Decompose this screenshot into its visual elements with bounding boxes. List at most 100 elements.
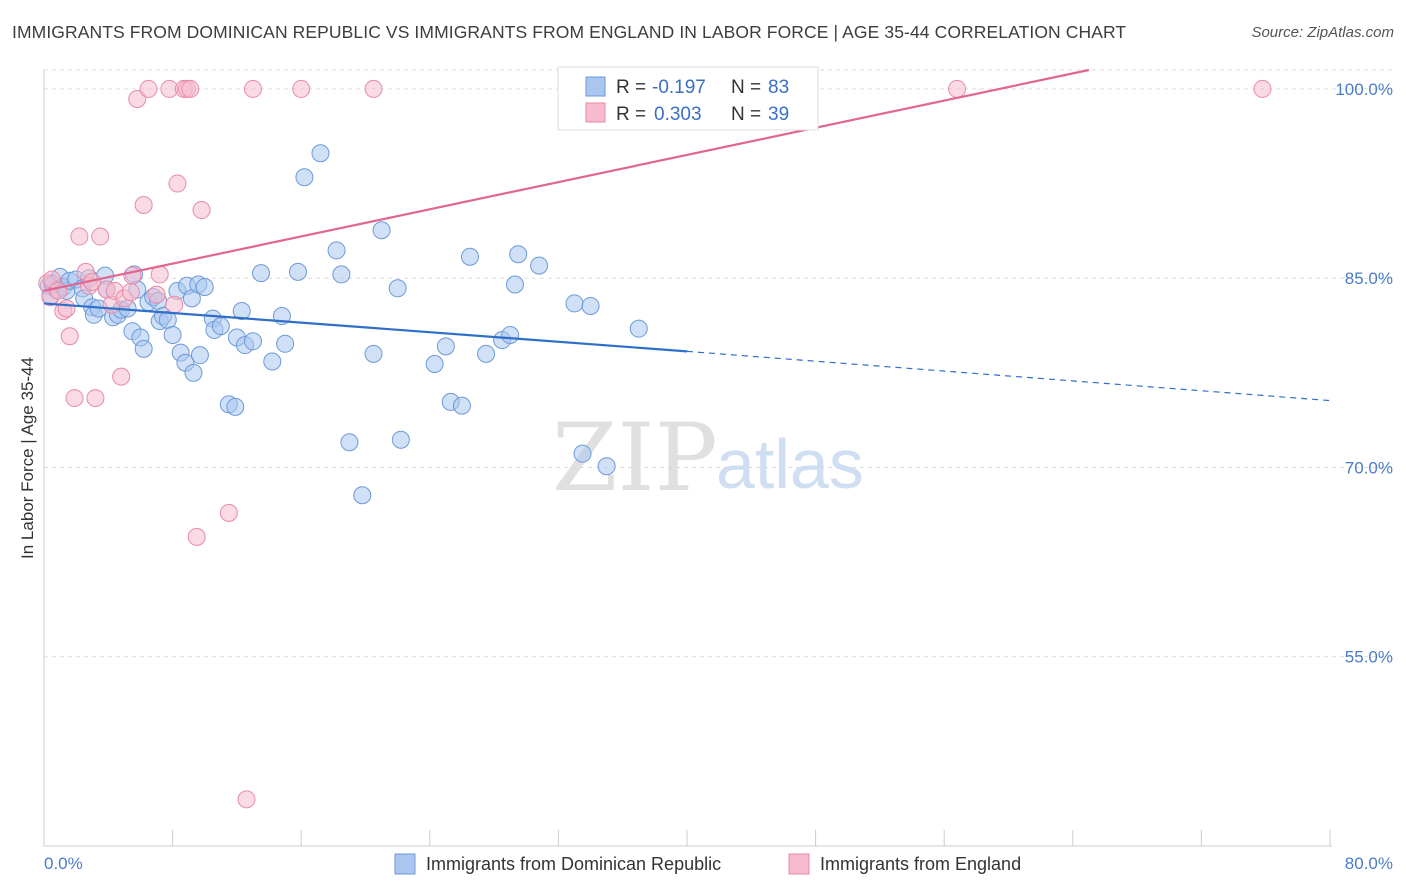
data-point-dominican-republic: [134, 339, 153, 358]
y-tick-label: 70.0%: [1345, 458, 1393, 477]
data-point-dominican-republic: [288, 262, 307, 281]
axes: [43, 70, 1332, 847]
x-tick-label-min: 0.0%: [44, 854, 83, 873]
data-point-england: [147, 285, 166, 304]
data-point-england: [292, 79, 311, 98]
data-point-dominican-republic: [340, 433, 359, 452]
data-point-dominican-republic: [311, 144, 330, 163]
data-point-dominican-republic: [581, 296, 600, 315]
data-point-dominican-republic: [509, 245, 528, 264]
data-point-dominican-republic: [388, 279, 407, 298]
x-tick-labels: 0.0% 80.0%: [44, 854, 1393, 873]
data-point-dominican-republic: [353, 486, 372, 505]
data-point-dominican-republic: [263, 352, 282, 371]
data-point-dominican-republic: [565, 294, 584, 313]
legend-swatch-pink: [585, 102, 606, 123]
series-england: [38, 79, 1272, 809]
watermark-atlas: atlas: [716, 425, 864, 503]
data-point-england: [60, 327, 79, 346]
y-axis-title: In Labor Force | Age 35-44: [18, 357, 37, 559]
chart-title: IMMIGRANTS FROM DOMINICAN REPUBLIC VS IM…: [12, 22, 1127, 42]
data-point-england: [57, 299, 76, 318]
data-point-dominican-republic: [452, 396, 471, 415]
data-point-england: [165, 295, 184, 314]
data-point-england: [181, 79, 200, 98]
data-point-dominican-republic: [425, 354, 444, 373]
legend-swatch-blue: [585, 76, 606, 97]
data-point-dominican-republic: [243, 332, 262, 351]
chart-source: Source: ZipAtlas.com: [1251, 24, 1394, 41]
data-point-england: [49, 281, 68, 300]
data-point-england: [948, 79, 967, 98]
bottom-legend-label-pink: Immigrants from England: [820, 854, 1021, 874]
bottom-legend-label-blue: Immigrants from Dominican Republic: [426, 854, 721, 874]
data-point-dominican-republic: [190, 346, 209, 365]
data-point-england: [121, 283, 140, 302]
legend-n-label-pink: N =: [731, 104, 761, 125]
data-point-dominican-republic: [364, 344, 383, 363]
data-point-england: [1253, 79, 1272, 98]
watermark: ZIP atlas: [552, 404, 864, 513]
legend-bottom: Immigrants from Dominican Republic Immig…: [394, 853, 1021, 875]
y-tick-label: 85.0%: [1345, 269, 1393, 288]
legend-top: R = -0.197 N = 83 R = 0.303 N = 39: [557, 66, 819, 131]
y-tick-labels: 55.0% 70.0% 85.0% 100.0%: [1335, 80, 1393, 667]
trend-line-england: [43, 68, 1090, 292]
legend-r-label-blue: R =: [616, 77, 646, 98]
data-point-england: [134, 196, 153, 215]
data-point-england: [112, 367, 131, 386]
data-point-england: [364, 79, 383, 98]
data-point-dominican-republic: [332, 265, 351, 284]
data-point-dominican-republic: [226, 397, 245, 416]
data-point-dominican-republic: [184, 363, 203, 382]
trend-line-dominican-republic: [43, 302, 688, 353]
data-point-dominican-republic: [460, 247, 479, 266]
data-point-england: [91, 227, 110, 246]
data-point-england: [128, 90, 147, 109]
data-point-england: [86, 389, 105, 408]
data-point-dominican-republic: [252, 264, 271, 283]
data-point-dominican-republic: [597, 457, 616, 476]
data-point-dominican-republic: [501, 325, 520, 344]
data-point-england: [192, 201, 211, 220]
bottom-legend-swatch-blue: [394, 853, 416, 875]
y-tick-label: 55.0%: [1345, 648, 1393, 667]
legend-r-value-blue: -0.197: [652, 77, 706, 98]
data-point-england: [139, 79, 158, 98]
trend-line-dominican-republic-extension: [686, 350, 1331, 402]
data-point-england: [237, 790, 256, 809]
data-point-dominican-republic: [211, 317, 230, 336]
legend-r-value-pink: 0.303: [654, 104, 702, 125]
data-point-dominican-republic: [505, 275, 524, 294]
data-point-england: [65, 389, 84, 408]
data-point-england: [187, 527, 206, 546]
data-point-dominican-republic: [477, 344, 496, 363]
data-point-england: [219, 503, 238, 522]
legend-n-value-pink: 39: [768, 104, 789, 125]
bottom-legend-swatch-pink: [788, 853, 810, 875]
x-ticks: [43, 830, 1331, 846]
data-point-dominican-republic: [163, 325, 182, 344]
data-point-dominican-republic: [327, 241, 346, 260]
grid-lines: [44, 69, 1392, 658]
data-point-england: [70, 227, 89, 246]
data-point-england: [243, 79, 262, 98]
y-tick-label: 100.0%: [1335, 80, 1393, 99]
legend-n-label-blue: N =: [731, 77, 761, 98]
data-point-dominican-republic: [295, 168, 314, 187]
data-point-dominican-republic: [276, 334, 295, 353]
data-point-dominican-republic: [372, 221, 391, 240]
data-point-dominican-republic: [232, 302, 251, 321]
legend-r-label-pink: R =: [616, 104, 646, 125]
data-point-england: [168, 174, 187, 193]
data-point-dominican-republic: [530, 256, 549, 275]
data-point-dominican-republic: [391, 430, 410, 449]
x-tick-label-max: 80.0%: [1345, 854, 1393, 873]
legend-n-value-blue: 83: [768, 77, 789, 98]
data-point-dominican-republic: [629, 319, 648, 338]
data-point-dominican-republic: [436, 337, 455, 356]
data-point-england: [123, 266, 142, 285]
trend-lines: [43, 68, 1331, 402]
data-point-dominican-republic: [573, 444, 592, 463]
